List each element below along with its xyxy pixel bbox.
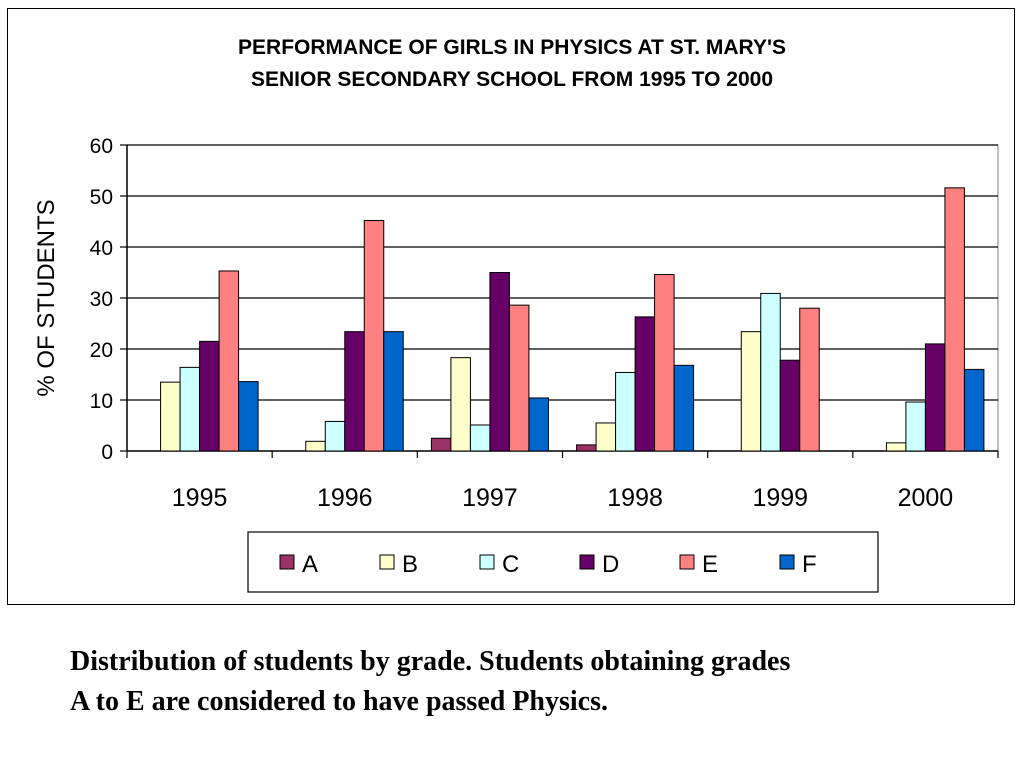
y-tick-label-50: 50	[90, 186, 113, 209]
bar-C-1997	[469, 424, 491, 452]
bar-B-1995	[160, 381, 181, 452]
chart-frame	[7, 8, 1015, 605]
x-tick-label-1998: 1998	[607, 484, 663, 512]
legend-swatch-A	[279, 554, 295, 570]
bar-C-1996	[324, 420, 346, 452]
bar-C-1995	[179, 366, 201, 452]
bar-E-2000	[944, 187, 965, 452]
legend-swatch-E	[679, 554, 695, 570]
y-tick-label-20: 20	[90, 339, 113, 362]
bar-E-1997	[508, 304, 530, 452]
x-tick-label-1995: 1995	[172, 484, 228, 512]
legend-swatch-C	[479, 554, 495, 570]
chart-title-line-1: PERFORMANCE OF GIRLS IN PHYSICS AT ST. M…	[238, 36, 786, 59]
x-tick-label-1997: 1997	[462, 484, 518, 512]
bar-C-2000	[905, 401, 926, 452]
x-tick-label-1996: 1996	[317, 484, 373, 512]
bar-B-1997	[450, 357, 471, 452]
x-tick-label-2000: 2000	[898, 484, 954, 512]
y-tick-label-60: 60	[90, 135, 113, 158]
bar-F-2000	[963, 368, 985, 452]
legend	[247, 531, 879, 593]
legend-label-B: B	[402, 551, 418, 578]
y-axis-label: % OF STUDENTS	[33, 199, 60, 396]
bar-F-1997	[528, 397, 549, 452]
bar-D-2000	[924, 343, 946, 452]
bar-B-2000	[885, 442, 907, 452]
bar-F-1996	[383, 331, 404, 452]
bar-D-1998	[634, 316, 656, 452]
bar-D-1999	[779, 359, 801, 452]
bar-C-1998	[615, 371, 636, 452]
caption: Distribution of students by grade. Stude…	[70, 642, 970, 722]
bar-D-1997	[489, 272, 510, 452]
bar-C-1999	[760, 292, 781, 452]
bar-D-1995	[199, 340, 220, 452]
chart-title-line-2: SENIOR SECONDARY SCHOOL FROM 1995 TO 200…	[251, 68, 773, 91]
y-tick-label-30: 30	[90, 288, 113, 311]
y-tick-label-10: 10	[90, 390, 113, 413]
bar-B-1998	[595, 422, 617, 452]
caption-line-2: A to E are considered to have passed Phy…	[70, 686, 608, 717]
bar-B-1999	[740, 331, 762, 452]
bar-E-1999	[799, 307, 820, 452]
legend-swatch-D	[579, 554, 595, 570]
bar-A-1997	[430, 437, 452, 452]
legend-swatch-B	[379, 554, 395, 570]
y-tick-label-40: 40	[90, 237, 113, 260]
bar-F-1995	[238, 381, 259, 452]
legend-label-A: A	[302, 551, 318, 578]
legend-swatch-F	[779, 554, 795, 570]
legend-label-E: E	[702, 551, 718, 578]
legend-label-D: D	[602, 551, 619, 578]
bar-F-1998	[673, 364, 695, 452]
chart: PERFORMANCE OF GIRLS IN PHYSICS AT ST. M…	[33, 36, 999, 593]
x-tick-label-1999: 1999	[752, 484, 808, 512]
legend-label-C: C	[502, 551, 519, 578]
bar-E-1998	[654, 274, 675, 452]
bar-E-1996	[363, 219, 385, 452]
bar-A-1998	[576, 444, 597, 452]
bar-B-1996	[305, 440, 326, 452]
y-tick-label-0: 0	[101, 441, 113, 464]
bar-E-1995	[218, 270, 240, 452]
legend-label-F: F	[802, 551, 817, 578]
bar-D-1996	[344, 331, 365, 452]
caption-line-1: Distribution of students by grade. Stude…	[70, 646, 791, 677]
